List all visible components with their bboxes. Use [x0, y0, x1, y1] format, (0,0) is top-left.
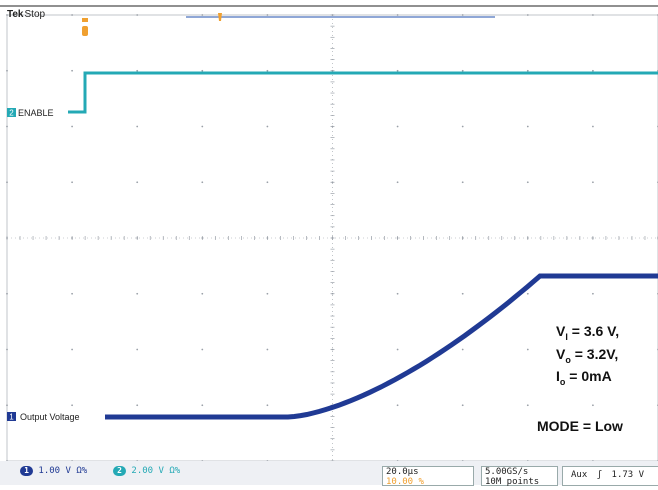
annotation-mode: MODE = Low	[537, 418, 623, 434]
ch2-enable-waveform	[68, 71, 658, 114]
annotation-output-voltage: Vo = 3.2V,	[556, 346, 619, 365]
trigger-slope-icon: ʃ	[596, 470, 603, 480]
ch2-badge: 2	[113, 466, 126, 476]
svg-text:2: 2	[9, 109, 14, 118]
ch1-readout[interactable]: 1 1.00 V Ω%	[20, 466, 87, 476]
acquisition-readout[interactable]: 5.00GS/s 10M points	[481, 466, 558, 487]
annotation-output-current: Io = 0mA	[556, 368, 612, 387]
ch1-coupling: Ω%	[76, 466, 88, 476]
ch1-scale: 1.00 V	[38, 466, 71, 476]
timebase-scale: 20.0µs	[386, 467, 419, 477]
ch2-scale: 2.00 V	[131, 466, 164, 476]
trigger-source: Aux	[571, 470, 588, 480]
trigger-position-icon	[82, 18, 88, 36]
run-state: Stop	[24, 9, 46, 20]
trigger-readout[interactable]: Aux ʃ 1.73 V	[562, 466, 658, 486]
brand-logo: TekStop	[7, 9, 46, 20]
ch1-level-marker: 1	[7, 412, 16, 422]
ch2-coupling: Ω%	[169, 466, 181, 476]
timebase-readout[interactable]: 20.0µs 10.00 %	[382, 466, 474, 487]
svg-text:1: 1	[9, 413, 14, 422]
ch1-label: Output Voltage	[20, 412, 80, 422]
ch1-output-voltage-waveform	[105, 273, 658, 420]
ch1-badge: 1	[20, 466, 33, 476]
ch2-readout[interactable]: 2 2.00 V Ω%	[113, 466, 180, 476]
sample-rate: 5.00GS/s	[485, 467, 529, 477]
timebase-position: 10.00 %	[386, 477, 424, 487]
status-bar	[0, 461, 658, 485]
record-position-marker	[218, 13, 222, 21]
ch2-label: ENABLE	[18, 108, 54, 118]
annotation-input-voltage: VI = 3.6 V,	[556, 323, 620, 342]
ch2-level-marker: 2	[7, 108, 16, 118]
record-length: 10M points	[485, 477, 540, 487]
trigger-level: 1.73 V	[611, 470, 645, 480]
